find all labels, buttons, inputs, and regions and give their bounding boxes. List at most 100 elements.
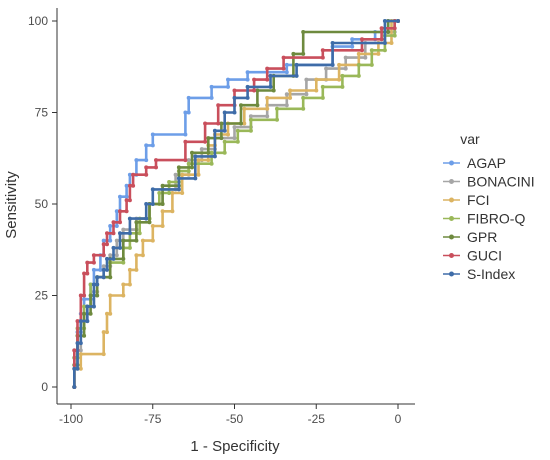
data-point [232,136,237,141]
legend-marker [449,179,454,184]
data-point [183,158,188,163]
data-point [127,183,132,188]
data-point [203,121,208,126]
data-point [340,84,345,89]
series-guci [72,19,400,389]
data-point [196,158,201,163]
data-point [85,271,90,276]
y-tick-label: 25 [35,289,49,303]
data-point [284,92,289,97]
data-point [242,106,247,111]
legend: var AGAP BONACINI FCI FIBRO-Q GPR GUCI S-Index [443,131,535,282]
data-point [170,209,175,214]
series-s-index [72,19,400,389]
data-point [127,198,132,203]
data-point [337,77,342,82]
data-point [88,311,93,316]
data-point [108,275,113,280]
legend-label: GPR [467,229,497,245]
data-point [176,165,181,170]
data-point [248,128,253,133]
data-point [356,62,361,67]
data-point [101,330,106,335]
data-point [121,238,126,243]
data-point [134,253,139,258]
data-point [291,51,296,56]
data-point [78,293,83,298]
data-point [284,62,289,67]
data-point [78,319,83,324]
data-point [281,66,286,71]
data-point [245,84,250,89]
data-point [314,77,319,82]
x-axis-title: 1 - Specificity [190,438,280,455]
data-point [82,297,87,302]
data-point [248,114,253,119]
data-point [121,260,126,265]
data-point [222,128,227,133]
data-point [186,110,191,115]
data-point [78,352,83,357]
data-point [108,311,113,316]
data-point [281,55,286,60]
data-point [337,62,342,67]
data-point [232,88,237,93]
data-point [82,293,87,298]
data-point [118,245,122,250]
data-point [356,73,361,78]
data-point [140,238,145,243]
data-point [226,77,230,82]
data-point [75,319,80,324]
data-point [275,117,279,122]
data-point [95,282,100,287]
data-point [379,26,384,31]
legend-item: FIBRO-Q [443,211,525,227]
data-point [219,121,224,126]
data-point [304,77,309,82]
data-point [304,92,309,97]
legend-title: var [460,131,480,147]
data-point [209,150,214,155]
data-point [127,282,132,287]
data-point [150,143,155,148]
data-point [209,95,214,100]
data-point [330,41,335,45]
data-point [127,231,132,236]
data-point [242,121,247,126]
data-point [82,311,87,316]
data-point [196,172,201,177]
data-point [78,341,83,346]
data-point [386,30,391,34]
data-point [180,172,185,177]
data-point [265,66,270,71]
x-tick-label: 0 [395,412,402,426]
data-point [144,143,149,148]
data-point [157,191,162,195]
data-point [252,88,257,93]
data-point [301,106,306,111]
data-point [85,319,90,324]
data-point [186,169,191,174]
data-point [275,106,279,111]
data-point [219,136,224,141]
x-ticks: -100 -75 -50 -25 0 [59,404,402,426]
data-point [82,333,87,338]
series-fci [72,19,400,389]
data-point [108,253,113,258]
series-gpr [72,19,400,389]
series-bonacini [72,19,400,389]
data-point [183,139,188,144]
data-point [284,103,289,108]
data-point [101,267,106,272]
data-point [101,264,106,269]
data-point [379,37,384,42]
data-point [95,275,100,280]
data-point [170,191,175,195]
data-point [203,139,208,144]
data-point [186,158,191,163]
data-point [105,330,109,335]
data-point [114,224,119,228]
legend-marker [449,253,454,258]
data-point [118,220,122,225]
